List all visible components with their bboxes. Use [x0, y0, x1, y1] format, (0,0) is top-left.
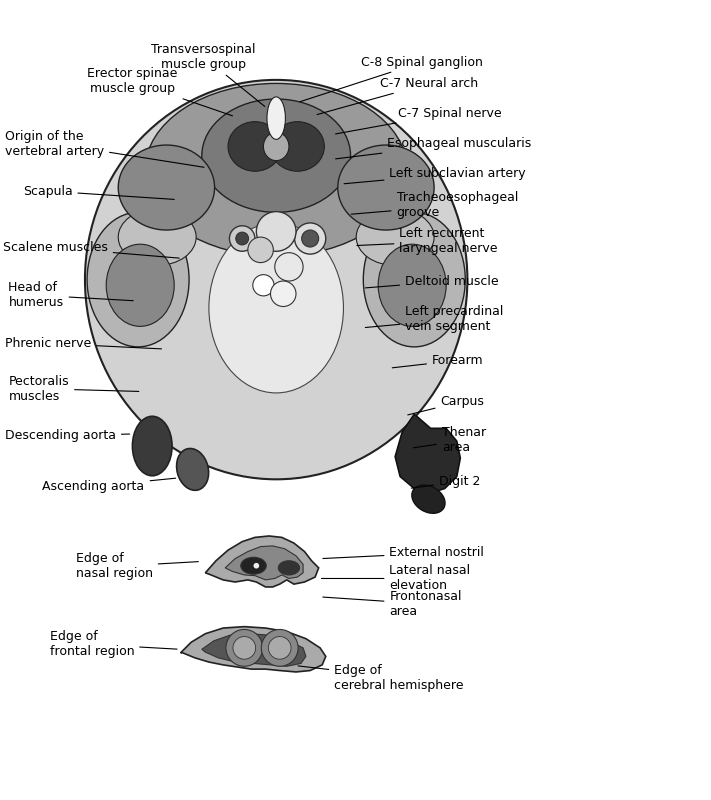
Polygon shape [395, 414, 460, 494]
Circle shape [226, 630, 263, 666]
Text: Scalene muscles: Scalene muscles [3, 242, 179, 258]
Ellipse shape [106, 244, 174, 326]
Circle shape [274, 253, 303, 281]
Circle shape [301, 230, 319, 247]
Text: Deltoid muscle: Deltoid muscle [365, 274, 498, 288]
Ellipse shape [412, 485, 445, 514]
Circle shape [254, 563, 260, 569]
Text: C-7 Spinal nerve: C-7 Spinal nerve [336, 106, 502, 134]
Ellipse shape [118, 209, 196, 266]
Text: Lateral nasal
elevation: Lateral nasal elevation [321, 565, 471, 593]
Polygon shape [205, 536, 319, 587]
Text: Descending aorta: Descending aorta [5, 429, 129, 442]
Text: Edge of
cerebral hemisphere: Edge of cerebral hemisphere [298, 664, 464, 692]
Text: C-7 Neural arch: C-7 Neural arch [317, 77, 479, 114]
Circle shape [262, 630, 298, 666]
Ellipse shape [278, 561, 299, 575]
Circle shape [270, 281, 296, 306]
Text: Esophageal muscularis: Esophageal muscularis [336, 137, 532, 159]
Ellipse shape [202, 99, 351, 212]
Text: Left precardinal
vein segment: Left precardinal vein segment [365, 306, 503, 334]
Ellipse shape [145, 83, 407, 256]
Text: Forearm: Forearm [392, 354, 483, 368]
Circle shape [253, 274, 274, 296]
Ellipse shape [241, 558, 266, 574]
Text: Erector spinae
muscle group: Erector spinae muscle group [87, 67, 232, 116]
Circle shape [248, 237, 273, 262]
Text: Left subclavian artery: Left subclavian artery [344, 167, 526, 184]
Ellipse shape [228, 122, 282, 171]
Text: Pectoralis
muscles: Pectoralis muscles [9, 374, 139, 402]
Text: Tracheoesophageal
groove: Tracheoesophageal groove [351, 191, 518, 219]
Ellipse shape [176, 449, 208, 490]
Polygon shape [202, 634, 306, 666]
Text: Left recurrent
laryngeal nerve: Left recurrent laryngeal nerve [357, 227, 498, 255]
Text: Scapula: Scapula [23, 185, 174, 199]
Ellipse shape [209, 223, 343, 393]
Circle shape [230, 226, 255, 251]
Text: Phrenic nerve: Phrenic nerve [5, 337, 161, 350]
Circle shape [257, 212, 296, 251]
Text: Transversospinal
muscle group: Transversospinal muscle group [151, 42, 264, 106]
Ellipse shape [87, 212, 189, 347]
Polygon shape [225, 546, 303, 580]
Ellipse shape [132, 416, 172, 476]
Ellipse shape [85, 80, 467, 479]
Text: Head of
humerus: Head of humerus [9, 281, 133, 309]
Text: Edge of
frontal region: Edge of frontal region [50, 630, 177, 658]
Ellipse shape [270, 122, 324, 171]
Circle shape [268, 637, 291, 659]
Circle shape [233, 637, 256, 659]
Text: External nostril: External nostril [323, 546, 484, 559]
Ellipse shape [356, 209, 434, 266]
Circle shape [294, 223, 326, 254]
Text: Thenar
area: Thenar area [414, 426, 486, 454]
Text: C-8 Spinal ganglion: C-8 Spinal ganglion [300, 55, 483, 102]
Ellipse shape [264, 132, 289, 161]
Ellipse shape [378, 244, 446, 326]
Text: Origin of the
vertebral artery: Origin of the vertebral artery [5, 130, 204, 167]
Text: Digit 2: Digit 2 [412, 475, 481, 488]
Text: Edge of
nasal region: Edge of nasal region [76, 553, 198, 581]
Text: Carpus: Carpus [408, 395, 484, 415]
Polygon shape [181, 626, 326, 672]
Ellipse shape [118, 145, 215, 230]
Ellipse shape [363, 212, 465, 347]
Circle shape [236, 232, 249, 245]
Text: Frontonasal
area: Frontonasal area [323, 590, 462, 618]
Ellipse shape [338, 145, 434, 230]
Text: Ascending aorta: Ascending aorta [43, 478, 176, 493]
Ellipse shape [267, 97, 285, 139]
